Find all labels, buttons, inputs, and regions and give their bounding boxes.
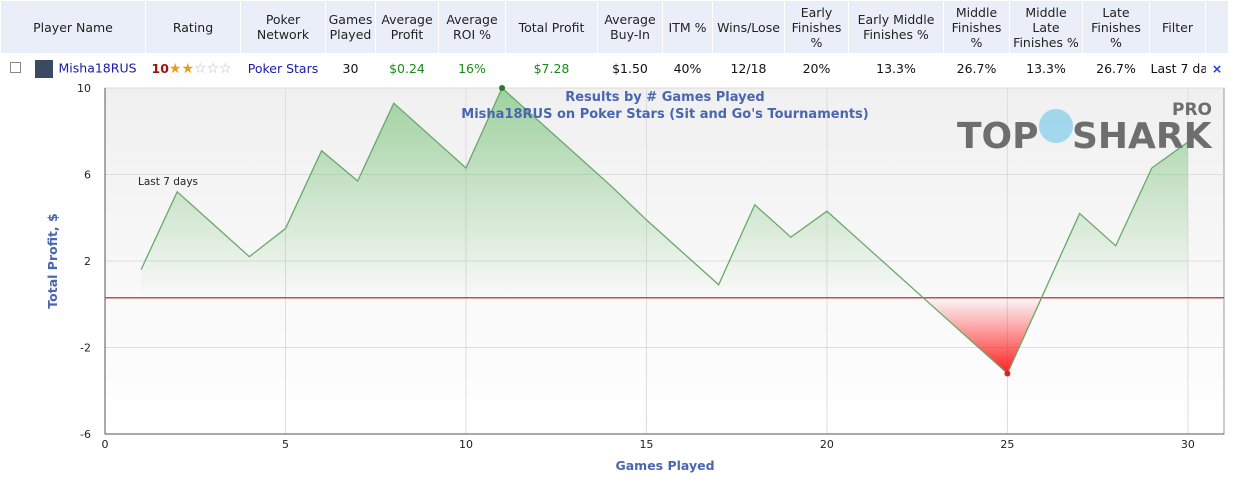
logo-right: SHARK bbox=[1072, 116, 1213, 157]
column-header: Filter bbox=[1149, 0, 1206, 54]
header-row: Player Name Rating Poker Network Games Play… bbox=[0, 0, 1229, 54]
column-header: Wins/Lose bbox=[712, 0, 785, 54]
column-header: Average Buy-In bbox=[597, 0, 663, 54]
chart: -6 -2 2 6 10 0 5 10 15 20 25 30 Results by # Games P… bbox=[45, 82, 1225, 473]
column-header: Total Profit bbox=[505, 0, 598, 54]
y-tick-label: 6 bbox=[84, 169, 91, 182]
x-tick-label: 10 bbox=[459, 438, 473, 451]
rating-value: 10 bbox=[151, 60, 169, 76]
expand-button[interactable] bbox=[9, 62, 21, 73]
area-above bbox=[141, 88, 1188, 298]
star: ☆ bbox=[194, 60, 207, 77]
line bbox=[140, 86, 1189, 375]
column-header: Middle Late Finishes % bbox=[1009, 0, 1083, 54]
cell: 20% bbox=[802, 61, 831, 76]
logo-shark bbox=[1039, 109, 1073, 143]
chart-subtitle: Misha18RUS on Poker Stars (Sit and Go's … bbox=[461, 107, 868, 122]
y-tick-label: 2 bbox=[84, 255, 91, 268]
cell: 26.7% bbox=[1096, 61, 1136, 76]
column-header: Games Played bbox=[325, 0, 376, 54]
column-header: Late Finishes % bbox=[1082, 0, 1150, 54]
column-header: Early Finishes % bbox=[784, 0, 849, 54]
logo-left: TOP bbox=[957, 116, 1039, 157]
player-name[interactable]: Misha18RUS bbox=[58, 60, 137, 75]
star: ★ bbox=[168, 60, 182, 77]
min-point bbox=[1004, 370, 1011, 377]
x-tick-label: 20 bbox=[820, 438, 834, 451]
close-button[interactable]: × bbox=[1211, 61, 1223, 76]
y-axis-label: Total Profit, $ bbox=[45, 213, 60, 308]
data-row: Misha18RUS 10★★☆☆☆ Poker Stars 30 $0.24 16% $7… bbox=[1, 54, 1229, 84]
x-axis-label: Games Played bbox=[615, 458, 714, 473]
rating-cell: 10★★☆☆☆ bbox=[146, 54, 241, 84]
column-header: Rating bbox=[145, 0, 241, 54]
max-point bbox=[499, 85, 506, 91]
x-tick-label: 30 bbox=[1181, 438, 1195, 451]
star: ☆ bbox=[206, 60, 220, 77]
chart-title: Results by # Games Played bbox=[565, 90, 765, 105]
cell: 16% bbox=[458, 61, 486, 76]
stats-table: Player Name Rating Poker Network Games Play… bbox=[0, 0, 1229, 83]
cell: Poker Stars bbox=[247, 61, 319, 76]
player-cell: Misha18RUS bbox=[1, 54, 146, 84]
cell: $7.28 bbox=[533, 61, 570, 76]
column-header: Average ROI % bbox=[438, 0, 506, 54]
y-tick-label: -2 bbox=[80, 342, 91, 355]
y-tick-label: -6 bbox=[80, 428, 91, 441]
logo-sup: PRO bbox=[1172, 100, 1212, 120]
column-header: Poker Network bbox=[240, 0, 326, 54]
cell: 30 bbox=[342, 61, 359, 76]
star: ☆ bbox=[219, 60, 232, 77]
header-spacer bbox=[1205, 0, 1229, 54]
column-header: Early Middle Finishes % bbox=[848, 0, 944, 54]
annotation: Last 7 days bbox=[138, 176, 198, 188]
column-header: ITM % bbox=[662, 0, 713, 54]
cell: 13.3% bbox=[876, 61, 916, 76]
avatar-icon bbox=[34, 59, 53, 78]
cell: $0.24 bbox=[389, 61, 425, 76]
cell: Last 7 days bbox=[1150, 61, 1206, 76]
star: ★ bbox=[181, 60, 195, 77]
x-tick-label: 25 bbox=[1000, 438, 1014, 451]
column-header: Player Name bbox=[0, 0, 146, 54]
cell: 13.3% bbox=[1026, 61, 1066, 76]
x-tick-label: 5 bbox=[282, 438, 289, 451]
x-tick-label: 0 bbox=[102, 438, 109, 451]
column-header: Average Profit bbox=[375, 0, 439, 54]
cell: 12/18 bbox=[730, 61, 767, 76]
y-tick-label: 10 bbox=[77, 82, 91, 95]
cell: $1.50 bbox=[612, 61, 648, 76]
cell: 40% bbox=[673, 61, 702, 76]
x-tick-label: 15 bbox=[639, 438, 653, 451]
cell: 26.7% bbox=[956, 61, 997, 76]
area-below bbox=[923, 297, 1042, 374]
column-header: Middle Finishes % bbox=[943, 0, 1010, 54]
